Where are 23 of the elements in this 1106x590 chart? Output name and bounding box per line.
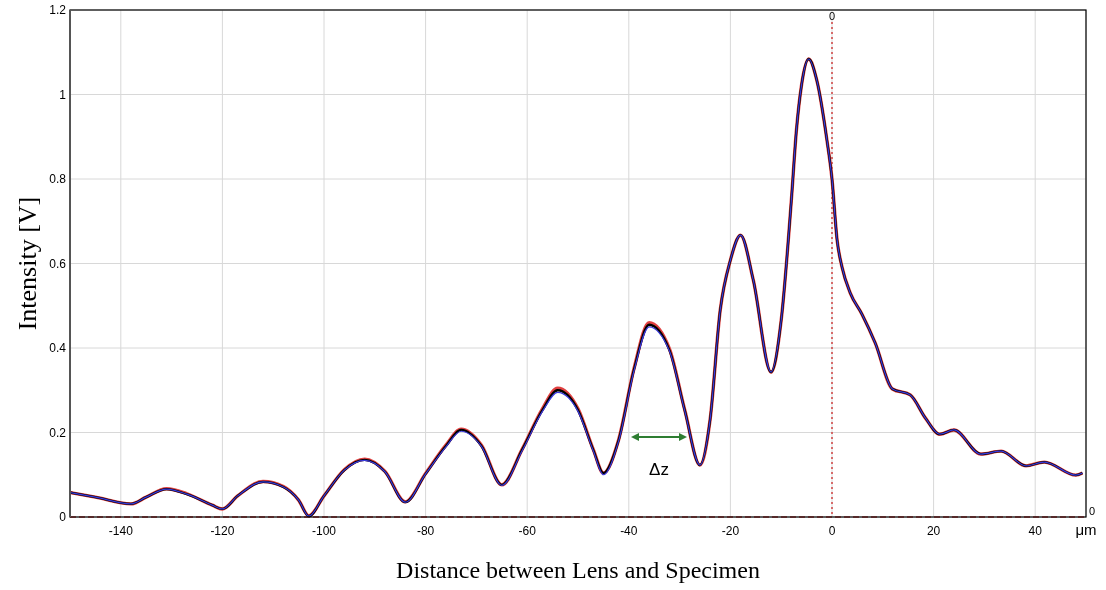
x-tick-label: -60: [518, 524, 537, 538]
ref-line-label: 0: [1089, 505, 1096, 517]
y-tick-label: 1.2: [49, 3, 67, 17]
x-tick-label: -140: [108, 524, 134, 538]
x-tick-label: 0: [828, 524, 836, 538]
x-tick-label: 20: [926, 524, 941, 538]
x-tick-label: -20: [721, 524, 740, 538]
x-tick-label: μm: [1075, 521, 1097, 538]
y-tick-label: 0.6: [49, 256, 67, 271]
y-tick-label: 0: [59, 510, 67, 524]
y-tick-label: 1: [59, 87, 67, 102]
x-tick-label: -80: [416, 524, 435, 538]
y-tick-label: 0.4: [49, 341, 67, 355]
y-axis-title: Intensity [V]: [13, 196, 42, 331]
annotation: Δz: [649, 460, 669, 479]
x-tick-label: 40: [1028, 524, 1043, 538]
x-tick-label: -40: [620, 524, 638, 538]
x-axis-title: Distance between Lens and Specimen: [396, 557, 760, 583]
y-tick-label: 0.2: [49, 425, 67, 440]
x-tick-label: -100: [311, 524, 337, 538]
x-tick-label: -120: [210, 524, 235, 538]
y-tick-label: 0.8: [49, 172, 67, 186]
ref-line-label: 0: [828, 10, 836, 22]
